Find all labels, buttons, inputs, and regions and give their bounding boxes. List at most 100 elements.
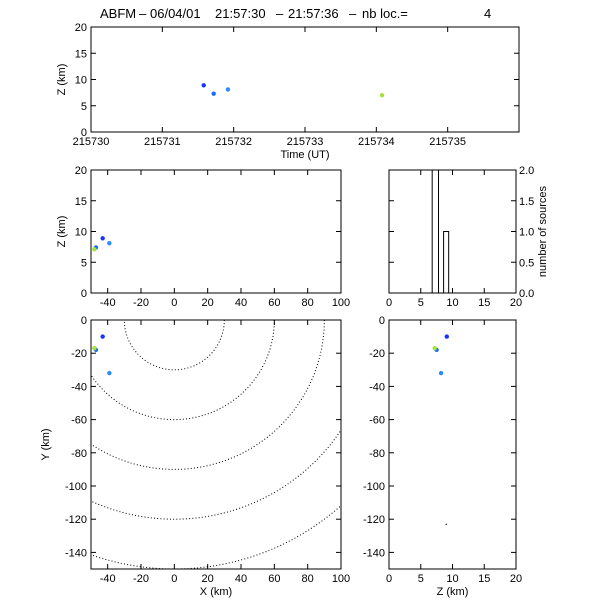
x-tick-label: -20 bbox=[133, 573, 149, 585]
x-tick-label: 60 bbox=[268, 573, 280, 585]
y-tick-label: 0.5 bbox=[519, 257, 534, 269]
y-tick-label: 5 bbox=[81, 101, 87, 113]
y-tick-label: -120 bbox=[65, 514, 87, 526]
histogram-bar bbox=[432, 170, 438, 293]
y-tick-label: 0 bbox=[81, 288, 87, 300]
data-points bbox=[92, 236, 112, 252]
panel-x_y_map: -40 -20 0 20 40 60 80 100 0 -20 -40 -60 -80 -100 -120 -… bbox=[40, 315, 350, 598]
plot-frame bbox=[90, 169, 342, 294]
y-tick-label: -80 bbox=[369, 448, 385, 460]
data-points bbox=[92, 334, 112, 376]
source-point bbox=[107, 370, 112, 376]
y-tick-label: -140 bbox=[363, 547, 385, 559]
x-tick-label: 20 bbox=[510, 297, 522, 309]
y-tick-label: -80 bbox=[71, 448, 87, 460]
y-axis: 0 -20 -40 -60 -80 -100 -120 -140 bbox=[363, 315, 516, 559]
data-points bbox=[432, 334, 449, 525]
x-tick-label: 20 bbox=[202, 573, 214, 585]
source-point bbox=[444, 334, 449, 339]
x-tick-label: 15 bbox=[478, 297, 490, 309]
y-tick-label: 0 bbox=[379, 315, 385, 327]
plot-frame bbox=[90, 26, 520, 133]
source-point bbox=[445, 523, 447, 525]
source-point bbox=[225, 87, 231, 92]
title-date: 06/04/01 bbox=[150, 6, 201, 21]
y-axis: 0.0 0.5 1.0 1.5 2.0 bbox=[389, 165, 534, 300]
title-prefix: ABFM bbox=[100, 6, 136, 21]
x-axis: -40 -20 0 20 40 60 80 100 bbox=[100, 170, 350, 309]
x-tick-label: 215734 bbox=[358, 136, 395, 148]
y-axis-title: Z (km) bbox=[56, 216, 68, 248]
source-point bbox=[432, 346, 437, 351]
x-axis: -40 -20 0 20 40 60 80 100 bbox=[100, 320, 350, 585]
histogram-outline bbox=[389, 169, 516, 294]
source-point bbox=[92, 346, 97, 351]
y-tick-label: 20 bbox=[75, 165, 87, 177]
source-point bbox=[201, 83, 206, 88]
panels: 215730 215731 215732 215733 215734 215735 0 5 10… bbox=[40, 22, 549, 598]
plot-frame bbox=[388, 319, 517, 570]
x-axis: 0 5 10 15 20 bbox=[386, 320, 522, 585]
source-point bbox=[211, 91, 216, 96]
x-axis-title: Time (UT) bbox=[280, 149, 329, 161]
x-tick-label: 100 bbox=[332, 297, 350, 309]
y-axis: 0 5 10 15 20 bbox=[75, 165, 341, 300]
source-point bbox=[379, 93, 385, 98]
x-tick-label: 5 bbox=[418, 573, 424, 585]
panel-time_altitude: 215730 215731 215732 215733 215734 215735 0 5 10… bbox=[56, 22, 520, 161]
title-dash-3: – bbox=[349, 6, 357, 21]
x-tick-label: 10 bbox=[446, 297, 458, 309]
x-tick-label: 80 bbox=[302, 573, 314, 585]
title-dash-1: – bbox=[139, 6, 147, 21]
y-tick-label: 1.0 bbox=[519, 227, 534, 239]
y-tick-label: -60 bbox=[71, 415, 87, 427]
y-tick-label: 10 bbox=[75, 227, 87, 239]
y-axis-title: Z (km) bbox=[56, 64, 68, 96]
x-tick-label: -40 bbox=[100, 297, 116, 309]
source-point bbox=[92, 247, 97, 252]
figure-title: ABFM – 06/04/01 21:57:30 – 21:57:36 – nb… bbox=[100, 6, 491, 21]
data-points bbox=[201, 83, 385, 98]
source-point bbox=[438, 370, 444, 376]
x-tick-label: 215732 bbox=[215, 136, 252, 148]
y-axis-title: number of sources bbox=[537, 185, 549, 277]
source-point bbox=[100, 236, 105, 241]
y-axis: 0 5 10 15 20 bbox=[75, 22, 519, 139]
x-tick-label: 80 bbox=[302, 297, 314, 309]
title-count-label: nb loc.= bbox=[362, 6, 408, 21]
y-tick-label: 15 bbox=[75, 196, 87, 208]
histogram-bars bbox=[389, 169, 516, 294]
x-axis: 0 5 10 15 20 bbox=[386, 170, 522, 309]
x-tick-label: 215731 bbox=[144, 136, 181, 148]
x-tick-label: 60 bbox=[268, 297, 280, 309]
x-tick-label: 20 bbox=[202, 297, 214, 309]
x-tick-label: 215735 bbox=[429, 136, 466, 148]
y-tick-label: -20 bbox=[71, 348, 87, 360]
x-axis-title: X (km) bbox=[200, 586, 232, 598]
x-axis-title: Z (km) bbox=[437, 586, 469, 598]
x-tick-label: 5 bbox=[418, 297, 424, 309]
y-tick-label: -100 bbox=[65, 481, 87, 493]
y-tick-label: 20 bbox=[75, 22, 87, 34]
y-tick-label: -100 bbox=[363, 481, 385, 493]
y-tick-label: 5 bbox=[81, 257, 87, 269]
x-tick-label: 0 bbox=[386, 297, 392, 309]
x-axis: 215730 215731 215732 215733 215734 215735 bbox=[73, 27, 466, 148]
x-tick-label: 0 bbox=[171, 573, 177, 585]
plot-frame bbox=[388, 169, 517, 294]
x-tick-label: 100 bbox=[332, 573, 350, 585]
title-count: 4 bbox=[484, 6, 491, 21]
source-point bbox=[100, 334, 105, 339]
y-tick-label: 0.0 bbox=[519, 288, 534, 300]
x-tick-label: 40 bbox=[235, 297, 247, 309]
plot-frame bbox=[90, 319, 342, 570]
y-tick-label: -120 bbox=[363, 514, 385, 526]
x-tick-label: 10 bbox=[446, 573, 458, 585]
y-tick-label: -20 bbox=[369, 348, 385, 360]
y-tick-label: 2.0 bbox=[519, 165, 534, 177]
x-tick-label: 215733 bbox=[287, 136, 324, 148]
x-tick-label: 215730 bbox=[73, 136, 110, 148]
title-start-time: 21:57:30 bbox=[215, 6, 266, 21]
